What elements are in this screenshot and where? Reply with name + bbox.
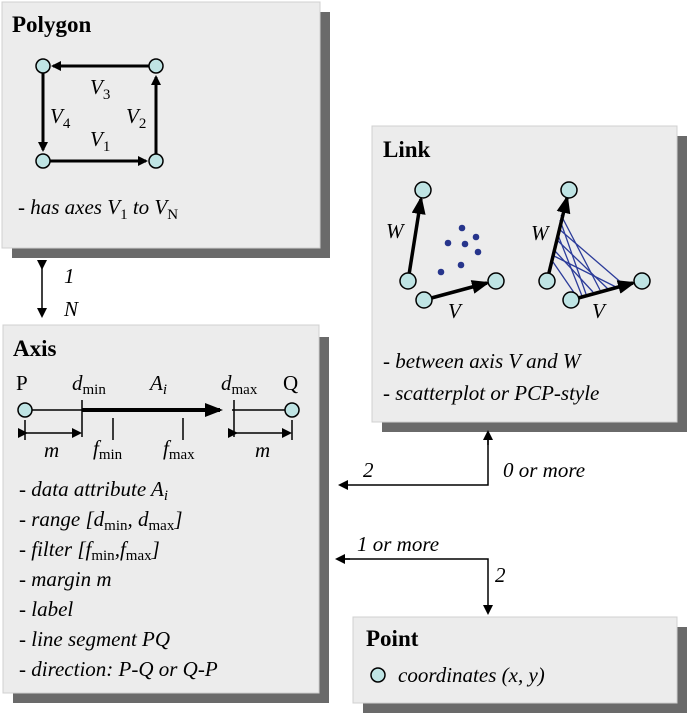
axis-node: [633, 272, 651, 290]
attr-line-segment: - line segment PQ: [19, 627, 170, 651]
margin-label-right: m: [255, 438, 270, 462]
link-title: Link: [383, 137, 431, 162]
cardinality-0-or-more: 0 or more: [503, 458, 585, 482]
margin-label-left: m: [44, 438, 59, 462]
dmin-label: dmin: [72, 371, 106, 398]
polygon-shape: V3 V2 V4 V1: [35, 58, 164, 169]
point-node-icon: [370, 667, 386, 683]
axis-w: [406, 196, 426, 282]
axis-node: [415, 291, 433, 309]
w-label: W: [386, 219, 406, 243]
cardinality-1-or-more: 1 or more: [357, 532, 439, 556]
point-description: coordinates (x, y): [398, 663, 545, 687]
relation-line: [340, 558, 493, 615]
q-label: Q: [283, 371, 298, 395]
axis-node: [414, 181, 432, 199]
relation-line: [338, 433, 489, 490]
point-q: [284, 402, 300, 418]
point-p: [17, 402, 33, 418]
polygon-description: - has axes V1 to VN: [18, 195, 178, 223]
scatter-dot: [474, 248, 482, 256]
scatter-dot: [458, 224, 466, 232]
attr-filter: - filter [fmin,fmax]: [19, 537, 160, 564]
label-v3: V3: [90, 75, 110, 103]
scatter-dot: [457, 261, 465, 269]
attr-data-attribute: - data attribute Ai: [19, 477, 168, 504]
axis-title: Axis: [13, 336, 57, 361]
ai-label: Ai: [148, 371, 167, 398]
v-label: V: [592, 299, 607, 323]
cardinality-1: 1: [64, 264, 75, 288]
point-title: Point: [366, 626, 419, 651]
point-box-panel: [352, 616, 678, 704]
axis-v: [423, 280, 490, 302]
attr-label: - label: [19, 597, 73, 621]
pcp-link: W V: [531, 181, 651, 323]
axis-node: [538, 272, 556, 290]
point-box: Point coordinates (x, y): [352, 616, 687, 713]
label-v1: V1: [90, 127, 110, 155]
cardinality-n: N: [63, 297, 79, 321]
axis-node: [399, 272, 417, 290]
p-label: P: [16, 371, 28, 395]
link-box: Link W V: [371, 125, 687, 432]
axis-node: [562, 291, 580, 309]
link-desc-2: - scatterplot or PCP-style: [383, 381, 599, 405]
axis-v: [570, 280, 636, 302]
axis-attribute-list: - data attribute Ai - range [dmin, dmax]…: [19, 477, 218, 681]
scatter-dot: [472, 233, 480, 241]
relation-polygon-axis: 1 N: [37, 260, 79, 321]
axis-w: [545, 195, 571, 282]
relation-axis-point: 1 or more 2: [335, 532, 506, 615]
axis-box: Axis P Q dmin Ai dmax m m fmin fmax: [2, 324, 329, 703]
polygon-node: [148, 153, 164, 169]
link-box-panel: [371, 125, 678, 423]
cardinality-2: 2: [363, 458, 374, 482]
link-desc-1: - between axis V and W: [383, 349, 583, 373]
attr-direction: - direction: P-Q or Q-P: [19, 657, 218, 681]
polygon-node: [148, 58, 164, 74]
scatterplot-link: W V: [386, 181, 505, 323]
relation-axis-link: 2 0 or more: [338, 430, 585, 490]
v-label: V: [448, 299, 463, 323]
scatter-dot: [437, 268, 445, 276]
scatter-dot: [444, 239, 452, 247]
axis-node: [560, 181, 578, 199]
attr-margin: - margin m: [19, 567, 112, 591]
label-v4: V4: [50, 104, 71, 132]
polygon-node: [35, 58, 51, 74]
fmax-label: fmax: [163, 436, 195, 463]
dmax-label: dmax: [221, 371, 258, 398]
fmin-label: fmin: [93, 436, 123, 463]
axis-node: [487, 272, 505, 290]
axis-figure: P Q dmin Ai dmax m m fmin fmax: [16, 371, 300, 463]
w-label: W: [531, 221, 551, 245]
scatter-dot: [461, 240, 469, 248]
polygon-node: [35, 153, 51, 169]
label-v2: V2: [126, 104, 146, 132]
polygon-box: Polygon V3 V2 V4 V1 - has axes V1 to VN: [1, 1, 330, 258]
polygon-box-panel: [1, 1, 321, 249]
polygon-title: Polygon: [12, 12, 91, 37]
axis-box-panel: [2, 324, 320, 694]
cardinality-2: 2: [495, 563, 506, 587]
pcp-lines: [552, 214, 625, 298]
attr-range: - range [dmin, dmax]: [19, 507, 183, 534]
scatter-dots: [437, 224, 482, 276]
